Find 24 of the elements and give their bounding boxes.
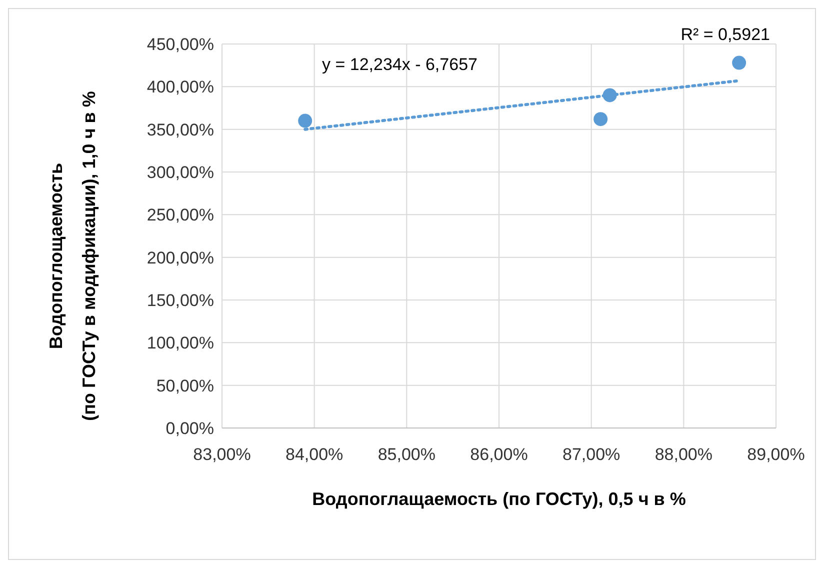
- x-axis-title: Водопоглащаемость (по ГОСТу), 0,5 ч в %: [312, 489, 686, 509]
- x-tick-label: 85,00%: [378, 445, 436, 464]
- x-tick-label: 88,00%: [654, 445, 713, 464]
- y-tick-label: 100,00%: [146, 334, 214, 353]
- y-tick-label: 150,00%: [146, 290, 214, 310]
- x-tick-label: 84,00%: [285, 445, 344, 464]
- point: [732, 56, 746, 70]
- point: [298, 114, 312, 128]
- x-tick-label: 87,00%: [562, 445, 620, 464]
- x-tick-label: 86,00%: [470, 445, 528, 464]
- y-tick-label: 250,00%: [146, 206, 214, 225]
- x-tick-label: 83,00%: [193, 445, 251, 464]
- annotation: y = 12,234x - 6,7657: [322, 55, 478, 74]
- y-tick-label: 0,00%: [166, 418, 214, 438]
- annotation: R² = 0,5921: [680, 25, 770, 44]
- y-tick-label: 300,00%: [146, 162, 214, 182]
- y-tick-label: 50,00%: [156, 376, 214, 396]
- x-tick-label: 89,00%: [747, 445, 805, 464]
- y-tick-label: 350,00%: [146, 120, 214, 140]
- y-tick-label: 400,00%: [146, 78, 214, 97]
- point: [594, 112, 608, 126]
- y-axis-title: Водопоглощаемость (по ГОСТу в модификации), 1,0 ч в %: [46, 91, 99, 421]
- y-tick-label: 200,00%: [146, 248, 214, 268]
- y-tick-label: 450,00%: [146, 34, 214, 54]
